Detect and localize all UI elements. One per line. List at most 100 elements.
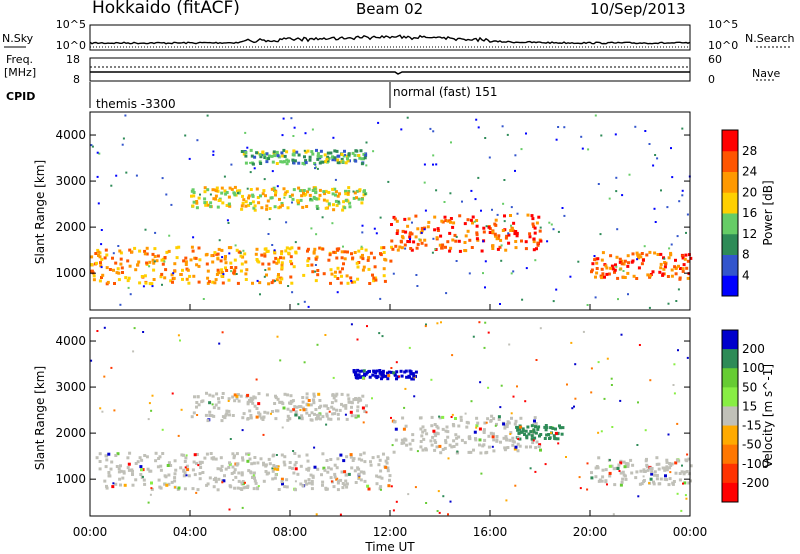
velocity-cell	[241, 456, 244, 460]
velocity-cell	[321, 452, 325, 456]
power-cell	[104, 248, 108, 252]
velocity-cell	[490, 414, 494, 418]
velocity-cell	[597, 456, 601, 460]
power-cell	[510, 227, 514, 231]
power-cell	[205, 262, 209, 266]
power-cell	[627, 293, 629, 296]
velocity-cell	[459, 418, 463, 422]
power-cell	[432, 154, 435, 157]
power-cell	[171, 280, 174, 284]
velocity-cell	[211, 394, 215, 398]
power-cell	[449, 246, 453, 250]
velocity-cell	[134, 478, 138, 482]
power-cell	[615, 190, 618, 193]
power-cell	[372, 276, 376, 280]
velocity-cell	[249, 471, 253, 475]
velocity-cell	[191, 487, 195, 491]
velocity-cell	[299, 482, 303, 486]
velocity-cell	[350, 323, 353, 326]
power-cell	[307, 305, 310, 308]
power-cell	[563, 214, 566, 217]
velocity-cell	[313, 446, 316, 449]
velocity-cell	[264, 464, 268, 468]
velocity-cell	[469, 450, 473, 454]
power-cell	[267, 233, 270, 235]
power-ylabel: Slant Range [km]	[33, 160, 47, 264]
velocity-cell	[319, 404, 323, 408]
power-cell	[444, 219, 448, 222]
power-cell	[244, 131, 247, 134]
power-cell	[224, 192, 228, 196]
velocity-cell	[362, 471, 366, 475]
velocity-cell	[258, 414, 262, 418]
power-cell	[97, 250, 101, 254]
power-cell	[173, 269, 177, 273]
power-cell	[275, 278, 279, 282]
power-cell	[278, 197, 281, 201]
velocity-cell	[266, 411, 270, 415]
velocity-cell	[362, 421, 365, 424]
velocity-cell	[131, 483, 135, 487]
velocity-cell	[104, 454, 108, 458]
velocity-cell	[219, 456, 223, 460]
velocity-cell	[361, 376, 365, 380]
velocity-cell	[212, 414, 216, 418]
velocity-cell	[324, 404, 328, 408]
power-cell	[280, 277, 284, 281]
velocity-cell	[423, 428, 427, 432]
velocity-colorbar-tick: -50	[742, 438, 762, 452]
power-cell	[632, 274, 636, 278]
velocity-cell	[476, 421, 480, 425]
power-cell	[507, 232, 510, 235]
power-cell	[192, 236, 195, 239]
power-cell	[563, 126, 566, 129]
power-cell	[246, 187, 249, 190]
velocity-cell	[663, 468, 667, 472]
velocity-cell	[250, 462, 254, 466]
power-cell	[145, 252, 149, 256]
power-cell	[165, 193, 168, 196]
power-cell	[477, 126, 480, 129]
power-cell	[137, 260, 141, 264]
velocity-cell	[530, 434, 534, 438]
power-cell	[316, 273, 320, 277]
power-cell	[342, 200, 346, 204]
velocity-cell	[240, 481, 244, 485]
velocity-cell	[650, 467, 654, 470]
power-cell	[244, 161, 248, 165]
power-cell	[464, 234, 468, 238]
velocity-cell	[395, 361, 398, 364]
power-cell	[211, 260, 215, 264]
velocity-cell	[208, 401, 212, 405]
power-cell	[420, 226, 424, 230]
velocity-cell	[297, 405, 301, 409]
power-cell	[186, 268, 190, 272]
velocity-cell	[351, 459, 355, 462]
velocity-cell	[359, 375, 362, 378]
power-cell	[505, 234, 509, 238]
power-cell	[411, 221, 413, 224]
velocity-cell	[556, 431, 560, 435]
power-colorbar-tick: 12	[742, 227, 757, 241]
power-cell	[514, 169, 516, 172]
power-cell	[600, 134, 603, 137]
power-cell	[210, 254, 214, 258]
power-cell	[475, 224, 479, 228]
velocity-cell	[565, 456, 567, 458]
velocity-cell	[308, 413, 311, 417]
velocity-cell	[246, 393, 250, 397]
velocity-cell	[239, 487, 243, 491]
power-cell	[217, 247, 221, 251]
power-cell	[414, 214, 418, 218]
velocity-cell	[636, 444, 639, 446]
power-cell	[145, 246, 149, 250]
velocity-cell	[404, 424, 408, 428]
power-cell	[449, 217, 453, 220]
velocity-cell	[436, 426, 440, 430]
power-cell	[510, 272, 513, 275]
velocity-cell	[514, 419, 518, 423]
velocity-cell	[228, 508, 231, 511]
velocity-cell	[110, 366, 113, 369]
power-cell	[520, 148, 523, 151]
power-cell	[292, 265, 296, 269]
